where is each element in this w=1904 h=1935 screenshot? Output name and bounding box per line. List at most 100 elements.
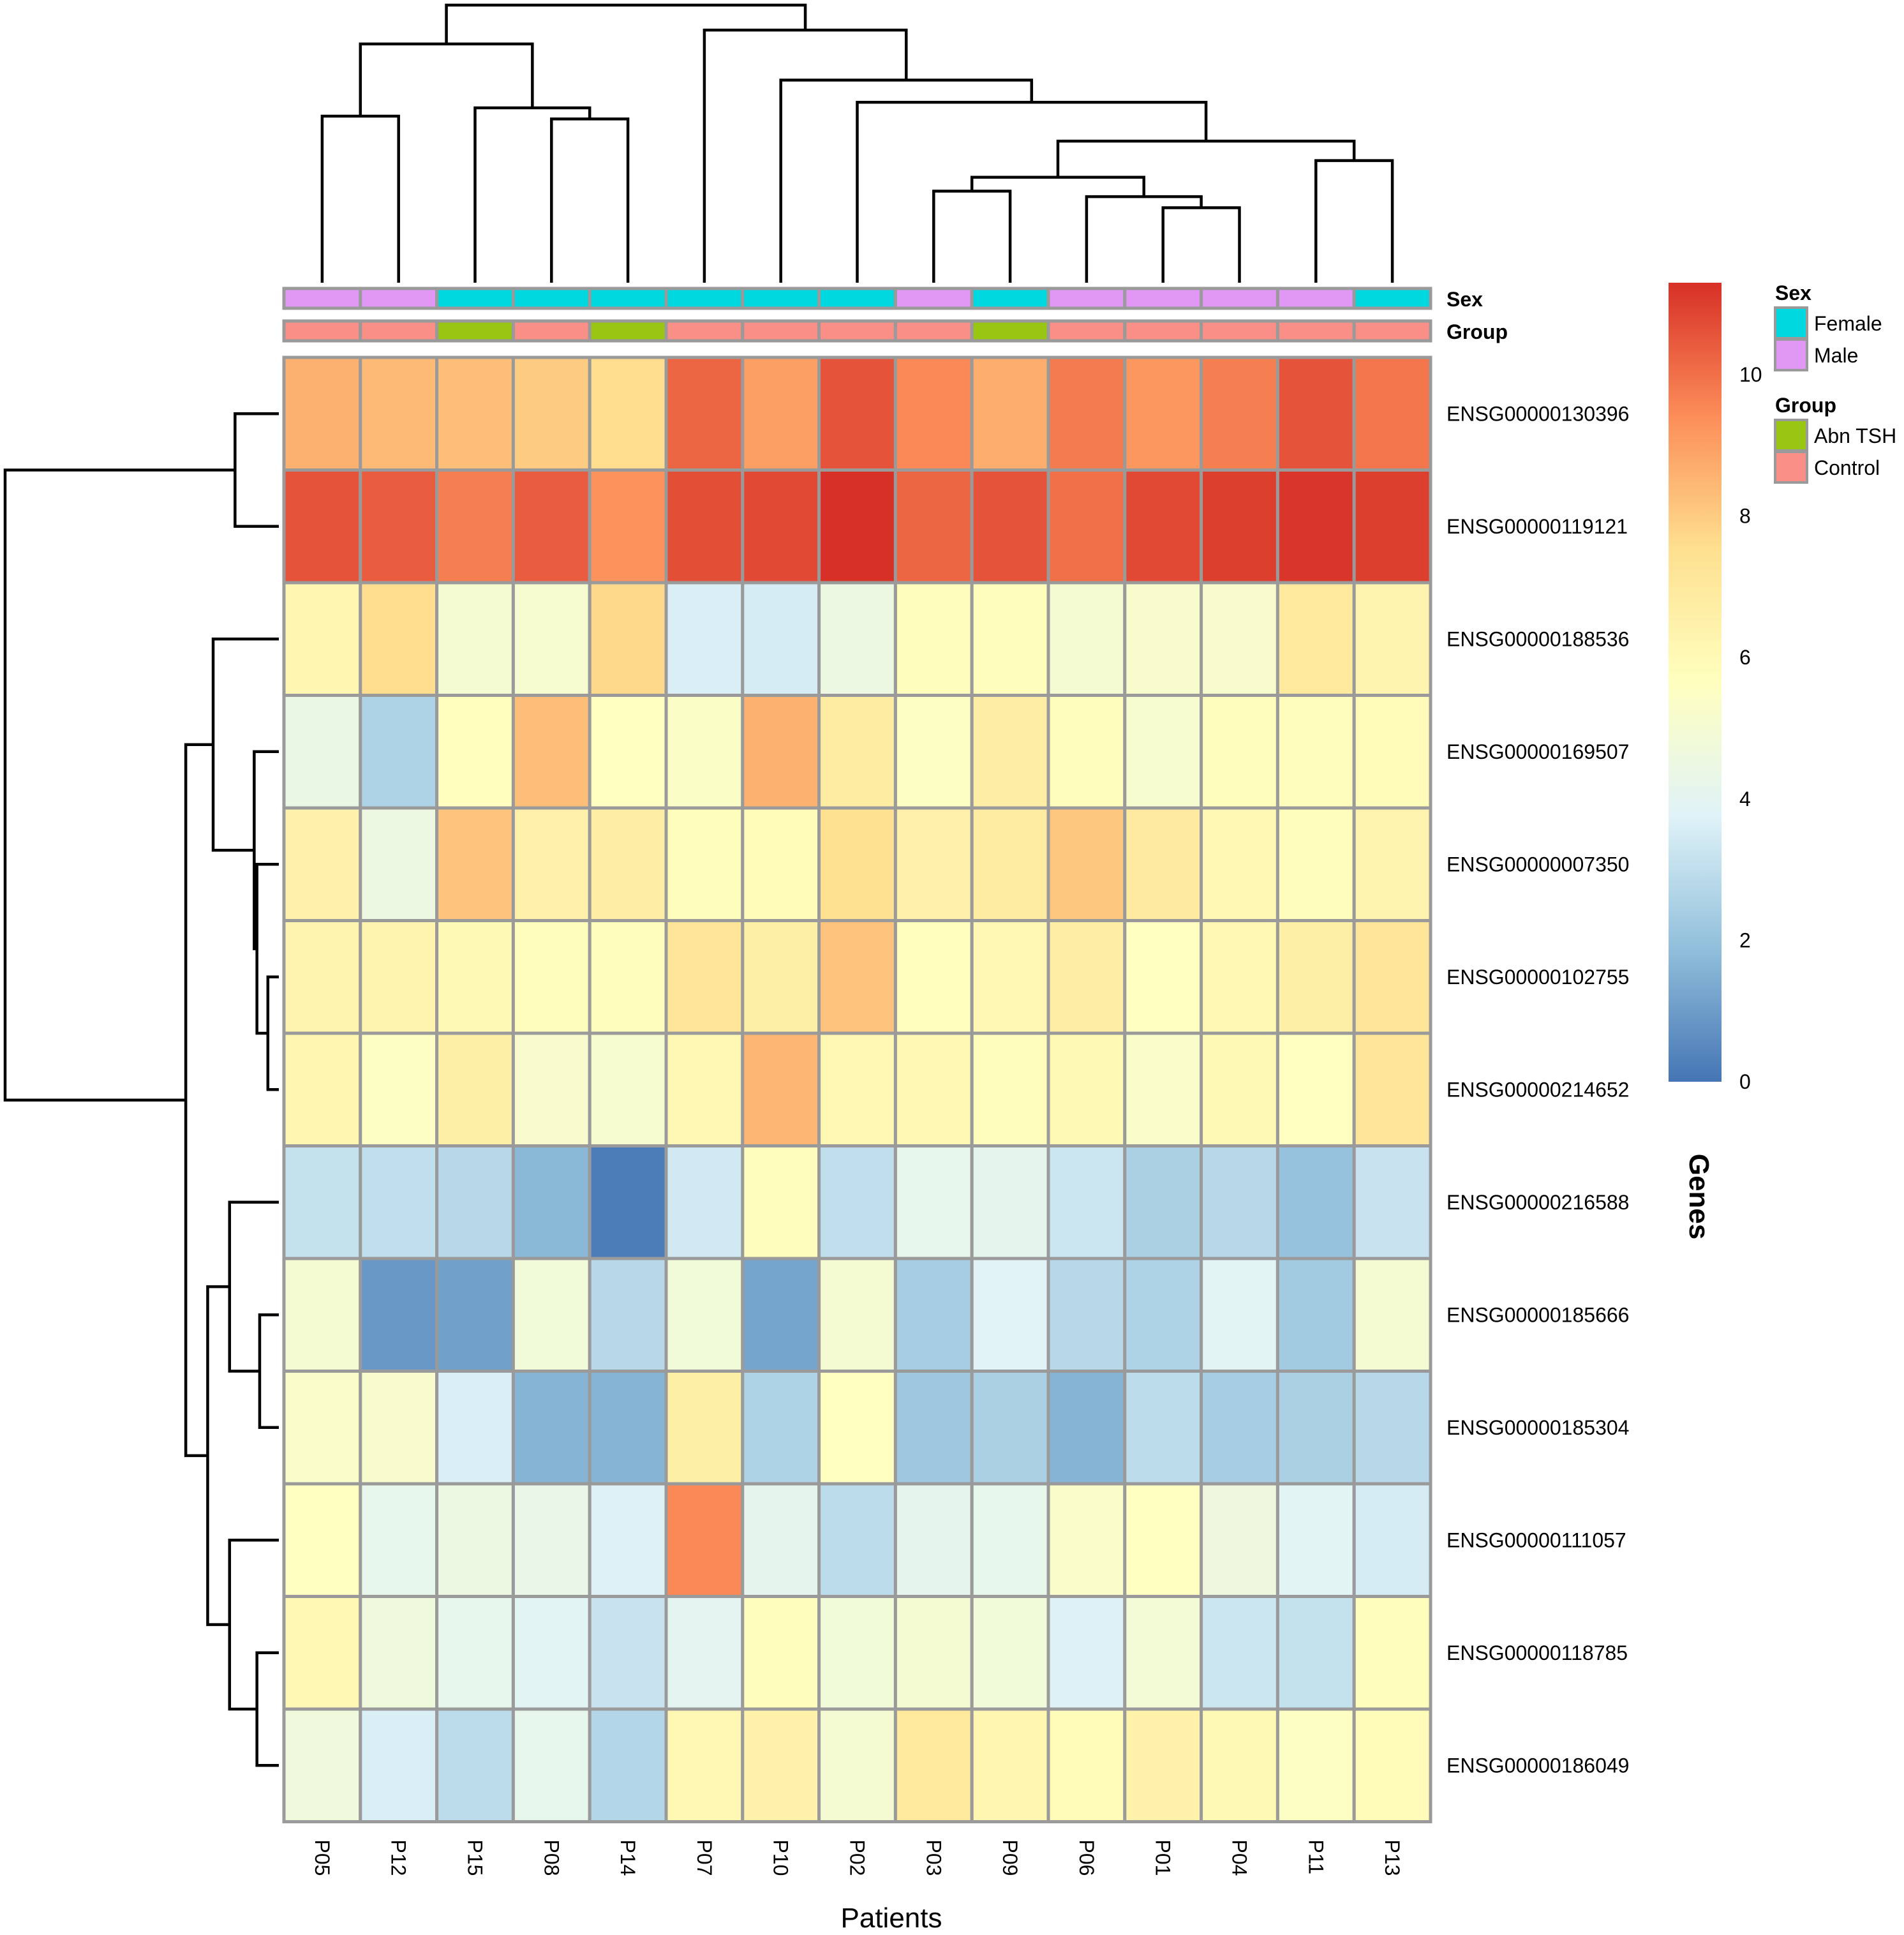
column-dendrogram [320,3,1394,283]
dendrogram-branch [1085,195,1203,283]
heatmap-cell [893,1595,974,1711]
heatmap-cell [664,1482,745,1598]
heatmap-cell [893,1144,974,1260]
legend-label: Male [1814,344,1858,367]
heatmap-cell [1276,1144,1356,1260]
annotation-tracks: Sex Group [282,287,1508,343]
heatmap-cell [741,1144,821,1260]
heatmap-cell [970,1144,1050,1260]
dendrogram-branch [1056,139,1356,177]
heatmap-cell [741,1595,821,1711]
heatmap-cell [664,1370,745,1486]
heatmap-cell [435,581,515,697]
heatmap-cell [817,694,897,810]
heatmap-cell [817,1482,897,1598]
heatmap-cell [1352,694,1432,810]
dendrogram-branch [703,28,908,283]
annotation-track-label: Sex [1447,288,1483,311]
heatmap-cell [664,1595,745,1711]
annotation-cell-group [741,319,821,343]
heatmap-cell [359,468,439,585]
heatmap-cell [970,1707,1050,1823]
annotation-cell-sex [1352,287,1432,310]
heatmap-cell [1352,1707,1432,1823]
annotation-cell-sex [359,287,439,310]
heatmap-cell [1123,1595,1203,1711]
annotation-cell-group [817,319,897,343]
heatmap-cell [282,1707,362,1823]
heatmap-cell [970,806,1050,922]
heatmap-cell [664,1031,745,1147]
dendrogram-branch [255,1651,279,1767]
heatmap-cell [1276,581,1356,697]
heatmap-cell [1200,468,1279,585]
heatmap-cell [893,355,974,472]
legend-swatch [1774,419,1808,452]
column-label: P09 [999,1840,1022,1876]
heatmap-cell [359,1257,439,1373]
heatmap-cell [1046,694,1127,810]
heatmap-cell [1276,694,1356,810]
legend-label: Female [1814,312,1882,335]
dendrogram-branch [359,42,534,116]
heatmap-cell [282,1595,362,1711]
heatmap-cell [1276,1482,1356,1598]
annotation-cell-group [282,319,362,343]
heatmap-cell [588,694,668,810]
heatmap-cell [588,355,668,472]
heatmap-cell [1046,1707,1127,1823]
heatmap-cell [970,1031,1050,1147]
row-label: ENSG00000119121 [1447,515,1628,538]
legend-swatch [1774,338,1808,371]
dendrogram-branch [550,117,630,283]
heatmap-cell [511,694,591,810]
heatmap-cell [359,1370,439,1486]
dendrogram-branch [228,1539,279,1711]
heatmap-cell [588,468,668,585]
heatmap-cell [1123,919,1203,1035]
heatmap-cell [1123,1370,1203,1486]
heatmap-cell [893,919,974,1035]
heatmap-cell [664,1144,745,1260]
heatmap-cell [435,355,515,472]
heatmap-cell [664,919,745,1035]
column-label: P03 [922,1840,945,1876]
heatmap-cell [1352,919,1432,1035]
heatmap-cell [1276,1257,1356,1373]
heatmap-cell [1352,355,1432,472]
row-label: ENSG00000185304 [1447,1416,1629,1439]
legend-title: Sex [1775,281,1811,304]
heatmap-cell [817,919,897,1035]
heatmap-cell [1352,1144,1432,1260]
legend-title: Group [1775,394,1836,417]
heatmap-cell [1046,1031,1127,1147]
heatmap-cell [588,1707,668,1823]
dendrogram-branch [1161,206,1241,283]
row-label: ENSG00000130396 [1447,402,1629,425]
heatmap-cell [817,806,897,922]
heatmap-cell [741,694,821,810]
heatmap-cell [359,806,439,922]
heatmap-cell [817,468,897,585]
column-label: P11 [1304,1840,1327,1875]
annotation-cell-group [1200,319,1279,343]
row-label: ENSG00000214652 [1447,1078,1629,1101]
heatmap-cell [893,1370,974,1486]
legend-label: Control [1814,456,1880,479]
heatmap-cell [282,1031,362,1147]
heatmap-cell [1123,694,1203,810]
heatmap-cell [741,581,821,697]
column-label: P07 [693,1840,716,1876]
heatmap-cell [1352,581,1432,697]
annotation-cell-sex [1276,287,1356,310]
column-label: P05 [311,1840,334,1876]
heatmap-cell [1200,1595,1279,1711]
heatmap-cell [893,1707,974,1823]
heatmap-cell [1123,355,1203,472]
heatmap-cell [817,1707,897,1823]
heatmap-cell [1276,1031,1356,1147]
heatmap-cell [1352,468,1432,585]
heatmap-cell [1046,468,1127,585]
annotation-cell-sex [817,287,897,310]
heatmap-cell [435,1257,515,1373]
